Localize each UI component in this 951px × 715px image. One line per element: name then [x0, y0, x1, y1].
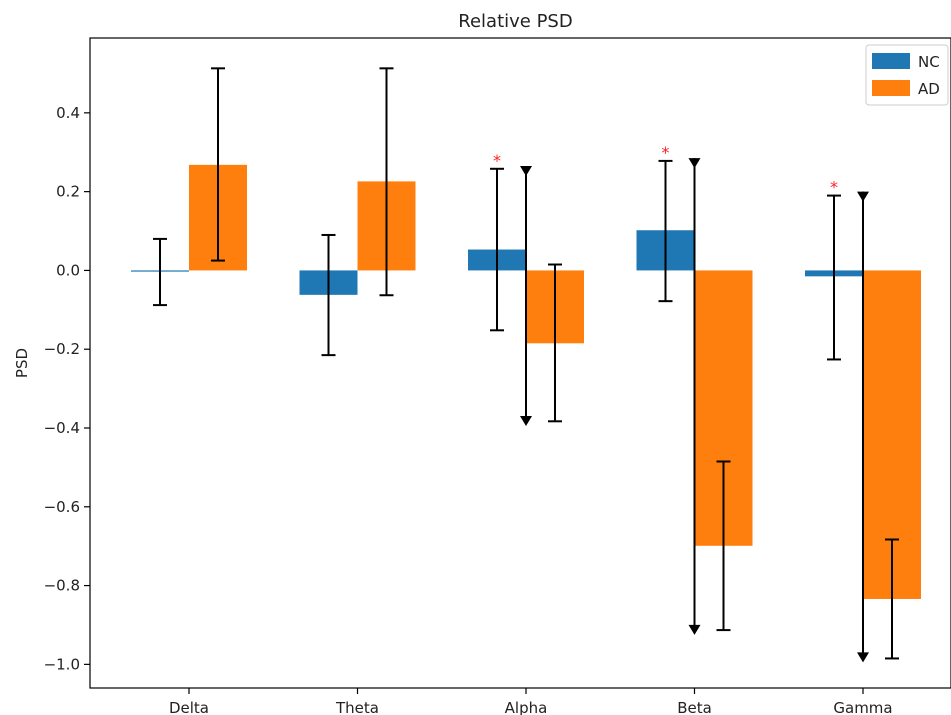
- x-tick-label: Gamma: [833, 699, 892, 715]
- legend-swatch-ad: [872, 80, 910, 96]
- legend-swatch-nc: [872, 53, 910, 69]
- y-tick-label: 0.4: [56, 104, 80, 122]
- arrow-beta-tail-head: [688, 158, 701, 169]
- arrow-beta-head: [688, 624, 701, 635]
- y-tick-label: 0.0: [56, 261, 80, 279]
- y-tick-label: 0.2: [56, 183, 80, 201]
- arrow-gamma-head: [857, 652, 869, 663]
- chart-title: Relative PSD: [458, 11, 572, 32]
- significance-marker-beta: *: [662, 143, 670, 162]
- y-tick-label: −0.2: [44, 340, 80, 358]
- arrow-alpha-head: [520, 416, 532, 427]
- arrow-alpha-tail-head: [520, 166, 532, 177]
- legend-label-ad: AD: [918, 80, 940, 98]
- x-tick-label: Theta: [335, 699, 379, 715]
- y-tick-label: −0.4: [44, 419, 80, 437]
- y-tick-label: −0.8: [44, 577, 80, 595]
- arrow-gamma-tail-head: [857, 191, 869, 202]
- y-tick-label: −0.6: [44, 498, 80, 516]
- significance-marker-gamma: *: [830, 178, 838, 197]
- plot-area: * * *: [131, 67, 921, 663]
- legend: NC AD: [865, 44, 949, 106]
- y-axis-label: PSD: [13, 348, 31, 378]
- x-tick-label: Delta: [169, 699, 209, 715]
- significance-marker-alpha: *: [493, 151, 501, 170]
- x-tick-label: Alpha: [505, 699, 548, 715]
- y-tick-label: −1.0: [44, 655, 80, 673]
- axes: −1.0 −0.8 −0.6 −0.4 −0.2 0.0 0.2 0.4 Delta Theta A…: [44, 104, 893, 715]
- plot-frame: [89, 37, 951, 689]
- x-tick-label: Beta: [677, 699, 712, 715]
- legend-label-nc: NC: [918, 53, 940, 71]
